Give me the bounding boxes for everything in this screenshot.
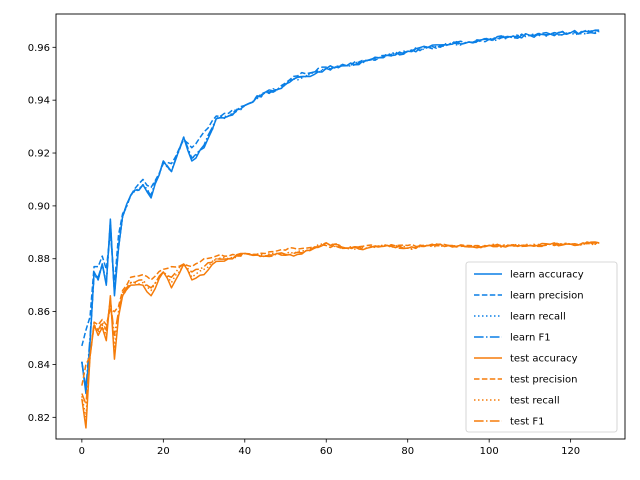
legend-label: test precision xyxy=(510,375,578,386)
y-tick-label: 0.88 xyxy=(28,254,50,265)
x-tick-label: 120 xyxy=(561,446,580,457)
y-tick-label: 0.86 xyxy=(28,307,50,318)
y-tick-label: 0.90 xyxy=(28,201,50,212)
legend-label: test F1 xyxy=(510,417,545,428)
x-tick-label: 0 xyxy=(79,446,85,457)
series-layer xyxy=(81,29,600,429)
y-axis: 0.82 0.84 0.86 0.88 0.90 0.92 0.94 0.96 xyxy=(28,43,56,424)
series-test-f1 xyxy=(81,241,600,405)
y-tick-label: 0.94 xyxy=(28,96,50,107)
legend-label: test recall xyxy=(510,396,560,407)
plot-frame xyxy=(55,13,626,440)
legend-label: learn recall xyxy=(510,312,566,323)
x-tick-label: 60 xyxy=(320,446,333,457)
y-tick-label: 0.96 xyxy=(28,43,50,54)
legend-label: learn F1 xyxy=(510,333,551,344)
x-axis: 0 20 40 60 80 100 120 xyxy=(79,439,580,457)
y-tick-label: 0.84 xyxy=(28,360,50,371)
y-tick-label: 0.82 xyxy=(28,413,50,424)
legend-label: test accuracy xyxy=(510,354,578,365)
legend-box xyxy=(465,261,618,433)
series-test-precision xyxy=(81,242,600,386)
x-tick-label: 100 xyxy=(480,446,499,457)
legend-label: learn precision xyxy=(510,291,584,302)
x-tick-label: 20 xyxy=(157,446,170,457)
legend-label: learn accuracy xyxy=(510,270,584,281)
x-tick-label: 80 xyxy=(401,446,414,457)
series-learn-f1 xyxy=(81,29,600,389)
legend: learn accuracy learn precision learn recal… xyxy=(465,261,618,433)
y-tick-label: 0.92 xyxy=(28,149,50,160)
x-tick-label: 40 xyxy=(238,446,251,457)
